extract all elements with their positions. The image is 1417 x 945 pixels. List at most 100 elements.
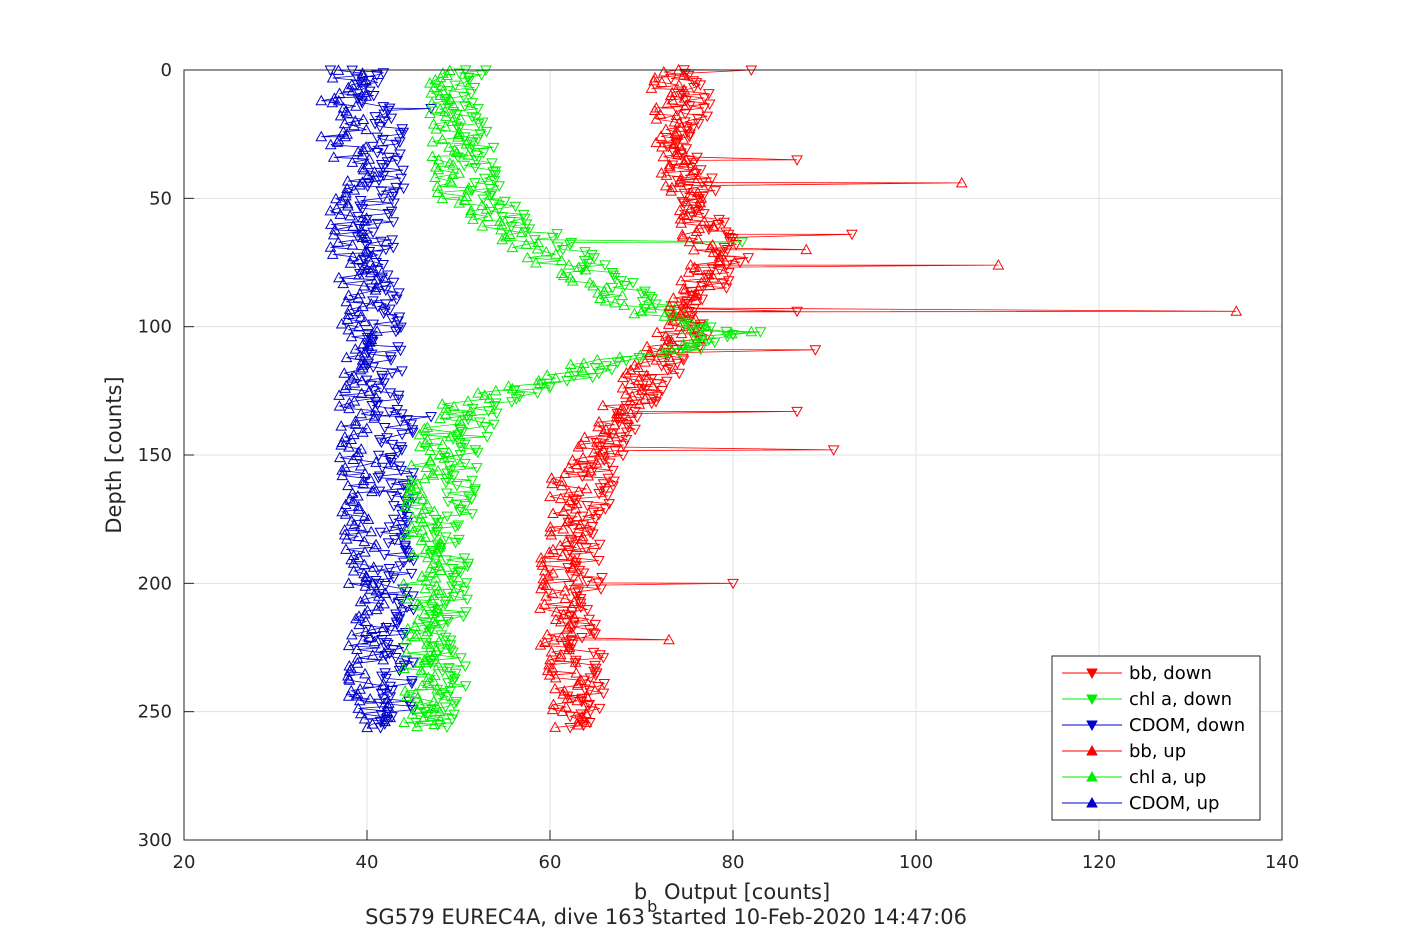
data-point [407, 657, 419, 669]
data-point [420, 543, 432, 554]
data-point [663, 633, 675, 645]
data-point [690, 225, 703, 236]
data-point [440, 110, 452, 121]
data-point [379, 668, 392, 679]
data-point [371, 265, 384, 277]
data-point [662, 141, 675, 153]
data-point [576, 710, 589, 722]
data-point [411, 720, 423, 732]
data-point [360, 74, 372, 86]
data-point [393, 312, 406, 324]
data-point [672, 148, 684, 159]
data-point [370, 575, 382, 587]
data-point [354, 363, 367, 375]
data-point [657, 347, 669, 358]
data-point [561, 692, 574, 704]
data-point [390, 294, 403, 306]
legend-marker [1086, 744, 1098, 756]
data-point [631, 412, 644, 424]
data-point [607, 427, 620, 439]
data-point [397, 480, 410, 492]
data-point [359, 625, 372, 636]
data-point [593, 703, 606, 715]
data-point [418, 711, 430, 722]
data-point [632, 361, 645, 372]
data-point [712, 220, 725, 231]
data-point [439, 120, 452, 132]
data-point [639, 286, 651, 298]
data-point [383, 563, 396, 575]
data-point [569, 502, 582, 514]
data-point [616, 289, 629, 301]
data-point [315, 94, 328, 106]
data-point [431, 180, 444, 191]
data-point [695, 276, 708, 288]
data-point [450, 109, 463, 121]
data-point [487, 142, 500, 154]
data-point [406, 520, 418, 532]
data-point [544, 653, 556, 665]
data-point [418, 422, 431, 434]
data-point [392, 324, 404, 336]
data-point [427, 675, 440, 686]
data-point [367, 362, 380, 374]
data-point [387, 242, 400, 254]
data-point [557, 608, 570, 620]
data-point [440, 596, 452, 607]
data-point [590, 457, 603, 468]
data-point [955, 176, 968, 188]
data-point [354, 201, 366, 213]
data-point [374, 122, 386, 133]
data-point [350, 612, 362, 624]
data-point [428, 81, 441, 92]
data-point [357, 426, 369, 437]
data-point [340, 543, 352, 554]
data-point [395, 465, 407, 477]
data-point [593, 448, 606, 460]
data-point [364, 266, 377, 278]
data-point [380, 638, 393, 649]
data-point [365, 525, 378, 537]
data-point [368, 541, 381, 552]
data-point [443, 446, 455, 457]
data-point [416, 666, 428, 678]
data-point [375, 437, 388, 449]
data-point [386, 191, 399, 203]
data-point [674, 173, 687, 185]
data-point [523, 224, 536, 235]
data-point [385, 479, 397, 490]
data-point [488, 198, 500, 209]
data-point [387, 217, 400, 228]
data-point [696, 324, 709, 335]
data-point [349, 115, 362, 126]
data-point [620, 427, 633, 439]
data-point [556, 479, 568, 491]
data-point [620, 388, 632, 399]
data-point [411, 597, 424, 609]
data-point [547, 567, 559, 578]
data-point [454, 425, 467, 436]
data-point [647, 393, 659, 405]
data-point [352, 551, 365, 563]
data-point [433, 559, 446, 571]
data-point [742, 253, 755, 264]
data-point [360, 141, 372, 152]
data-point [453, 506, 466, 518]
data-point [678, 188, 691, 200]
data-point [418, 654, 431, 665]
data-point [479, 421, 492, 433]
data-point [384, 455, 397, 466]
data-point [555, 475, 568, 486]
data-point [401, 489, 414, 501]
data-point [384, 692, 397, 703]
data-point [433, 540, 446, 552]
data-point [371, 147, 384, 159]
data-point [353, 694, 366, 706]
data-point [340, 295, 353, 307]
data-point [391, 155, 404, 167]
data-point [387, 277, 400, 289]
data-point [399, 506, 412, 517]
data-point [356, 148, 369, 160]
data-point [657, 150, 670, 162]
data-point [672, 63, 685, 75]
